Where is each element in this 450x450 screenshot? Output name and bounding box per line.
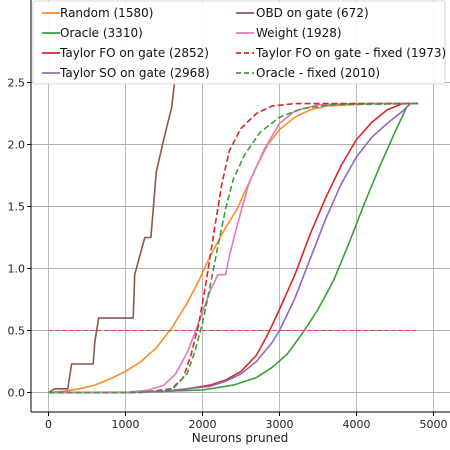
x-tick-label: 3000 [266, 418, 294, 431]
legend-box [32, 0, 446, 85]
x-tick-label: 1000 [112, 418, 140, 431]
legend-label: Taylor SO on gate (2968) [59, 66, 210, 80]
series-layer [48, 66, 419, 394]
y-tick-label: 2.0 [8, 139, 26, 152]
x-tick-label: 5000 [420, 418, 448, 431]
legend: Random (1580) Oracle (3310) Taylor FO on g… [32, 0, 446, 85]
legend-label: Random (1580) [60, 6, 153, 20]
series-line-7 [48, 102, 419, 394]
legend-label: Oracle - fixed (2010) [256, 66, 380, 80]
y-tick-label: 1.0 [8, 263, 26, 276]
x-axis-label: Neurons pruned [192, 431, 288, 445]
series-line-1 [48, 102, 419, 394]
x-tick-label: 2000 [189, 418, 217, 431]
series-line-3 [48, 102, 415, 394]
x-tick-label: 0 [45, 418, 52, 431]
legend-label: OBD on gate (672) [256, 6, 369, 20]
y-tick-label: 0.5 [8, 325, 26, 338]
axes: 0 1000 2000 3000 4000 5000 0.0 0.5 1.0 1.5 2.0 2.5 [8, 0, 450, 431]
series-line-5 [48, 102, 411, 394]
series-line-4 [48, 66, 178, 394]
y-tick-label: 1.5 [8, 201, 26, 214]
legend-label: Weight (1928) [256, 26, 342, 40]
legend-label: Taylor FO on gate - fixed (1973) [255, 46, 446, 60]
series-line-0 [48, 102, 411, 394]
legend-label: Oracle (3310) [60, 26, 143, 40]
legend-label: Taylor FO on gate (2852) [59, 46, 209, 60]
y-tick-label: 0.0 [8, 387, 26, 400]
y-tick-label: 2.5 [8, 77, 26, 90]
x-tick-label: 4000 [343, 418, 371, 431]
